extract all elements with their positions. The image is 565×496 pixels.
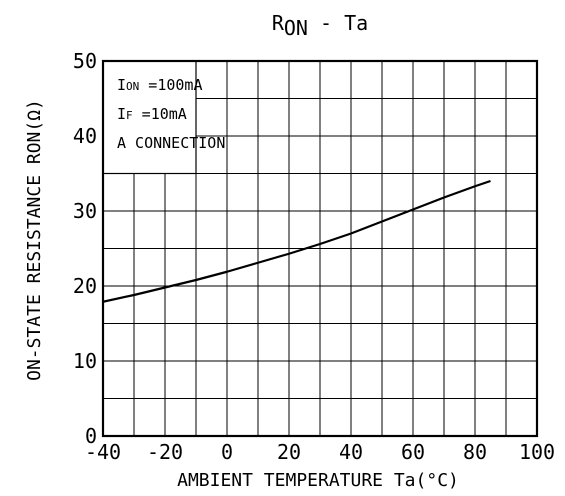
- y-tick-label: 50: [73, 49, 97, 73]
- x-tick-labels: -40 -20 0 20 40 60 80 100: [85, 440, 555, 464]
- y-tick-label: 10: [73, 349, 97, 373]
- x-axis-label: AMBIENT TEMPERATURE Ta(°C): [177, 470, 459, 491]
- x-tick-label: 60: [401, 440, 425, 464]
- legend-line: ION =100mA: [117, 76, 203, 94]
- plot-frame: [101, 59, 539, 438]
- x-tick-label: 80: [463, 440, 487, 464]
- legend-frame: [102, 60, 197, 175]
- series-group: [102, 179, 491, 303]
- x-tick-label: 20: [277, 440, 301, 464]
- legend-box: ION =100mA IF =10mA A CONNECTION: [102, 60, 225, 175]
- y-tick-label: 40: [73, 124, 97, 148]
- y-tick-labels: 0 10 20 30 40 50: [73, 49, 97, 448]
- y-tick-label: 30: [73, 199, 97, 223]
- grid: [103, 61, 537, 436]
- x-tick-label: -20: [147, 440, 183, 464]
- y-tick-label: 0: [85, 424, 97, 448]
- x-tick-label: -40: [85, 440, 121, 464]
- y-tick-label: 20: [73, 274, 97, 298]
- chart-title: RON - Ta: [272, 11, 368, 40]
- x-tick-label: 40: [339, 440, 363, 464]
- y-axis-label: ON-STATE RESISTANCE RON(Ω): [24, 99, 45, 381]
- series-line: [102, 179, 491, 303]
- legend-line: A CONNECTION: [117, 134, 225, 152]
- x-tick-label: 100: [519, 440, 555, 464]
- legend-line: IF =10mA: [117, 105, 187, 123]
- x-tick-label: 0: [221, 440, 233, 464]
